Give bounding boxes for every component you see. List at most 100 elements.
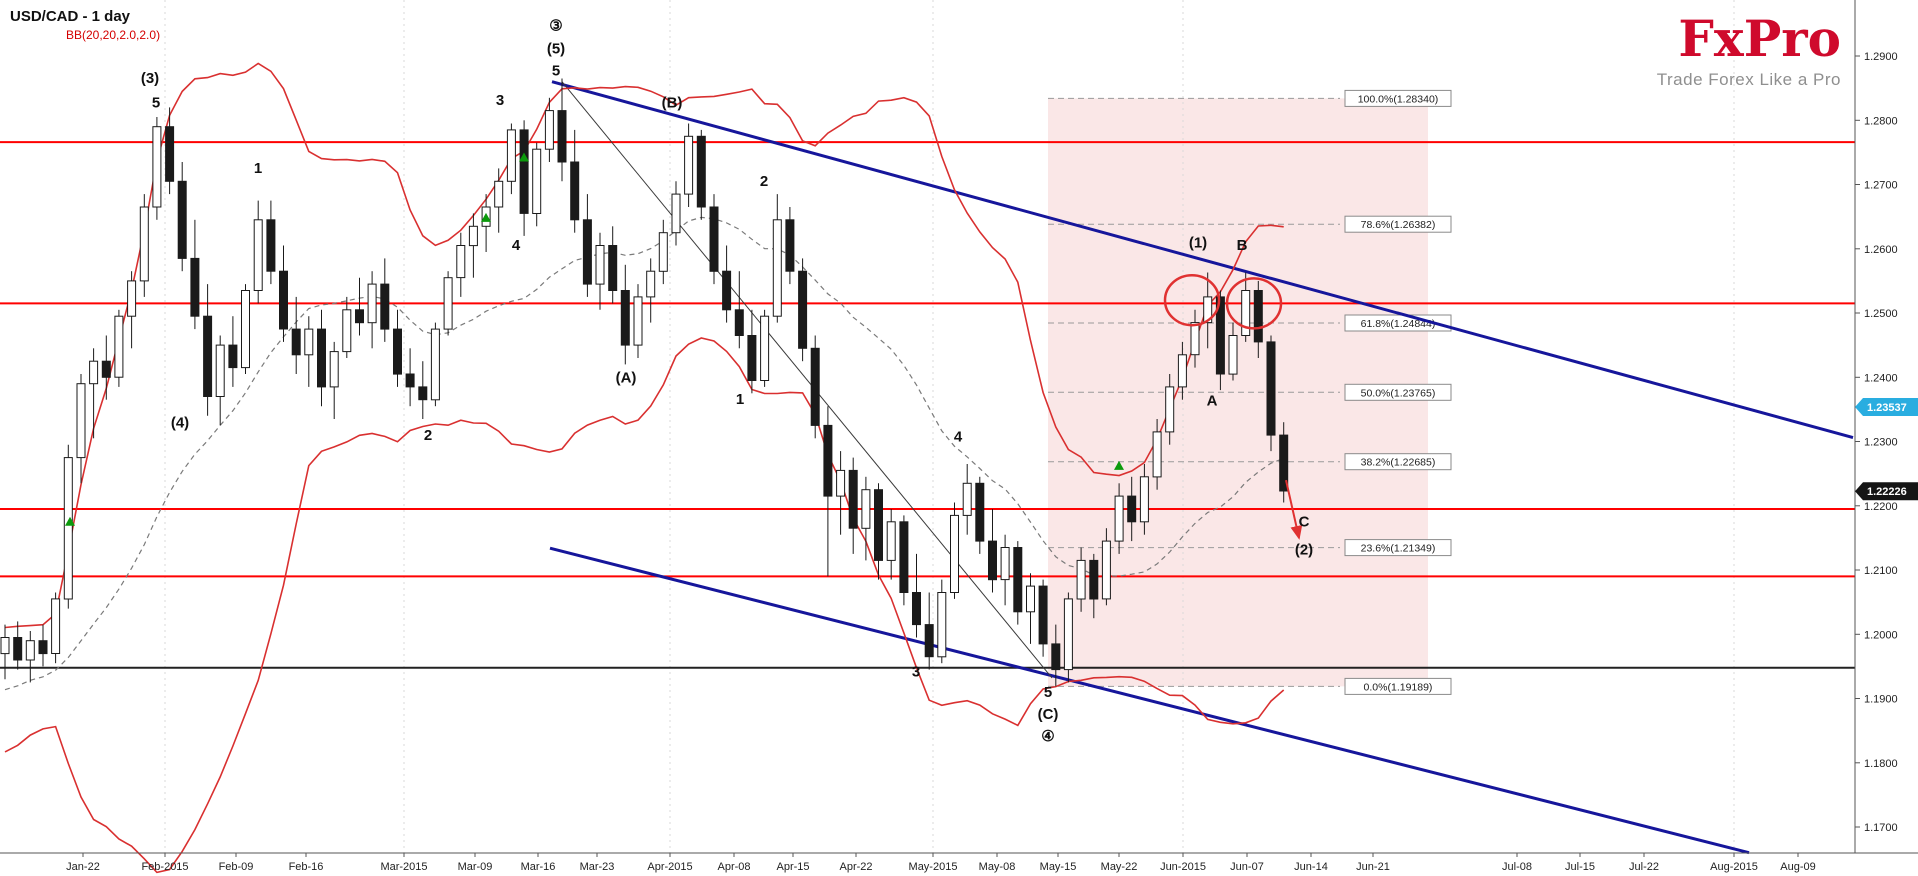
candle-body bbox=[912, 592, 921, 626]
candle-body bbox=[1063, 598, 1073, 671]
projection-arrow[interactable] bbox=[1285, 479, 1303, 540]
candle-body bbox=[1266, 341, 1276, 436]
candle-body bbox=[836, 469, 846, 497]
candle-body bbox=[1279, 434, 1289, 492]
fib-level-text: 78.6%(1.26382) bbox=[1361, 219, 1436, 231]
grid-month-separators bbox=[164, 0, 1735, 853]
candle-body bbox=[279, 270, 288, 330]
current-price-badge-text: 1.23537 bbox=[1867, 402, 1907, 414]
date-tick-label: Jun-2015 bbox=[1160, 861, 1206, 873]
candle-body bbox=[595, 245, 605, 285]
fib-level-text: 100.0%(1.28340) bbox=[1358, 93, 1439, 105]
candles-layer bbox=[0, 78, 1289, 687]
candle-body bbox=[886, 521, 896, 561]
candle-body bbox=[798, 270, 808, 349]
candle-body bbox=[646, 270, 656, 298]
candle-body bbox=[1190, 322, 1200, 356]
highlight-circle bbox=[1225, 277, 1283, 330]
price-tick-label: 1.2200 bbox=[1864, 501, 1898, 513]
highlight-circle bbox=[1163, 273, 1221, 327]
support-resistance-lines[interactable] bbox=[0, 141, 1855, 669]
candle-body bbox=[1038, 585, 1048, 645]
candle-body bbox=[203, 315, 213, 398]
fib-level-text: 50.0%(1.23765) bbox=[1361, 387, 1436, 399]
candle-body bbox=[468, 225, 478, 247]
date-tick-label: Apr-22 bbox=[839, 861, 872, 873]
candle-body bbox=[810, 347, 820, 426]
price-axis[interactable]: 1.2900 1.2800 1.2700 1.2600 1.2500 1.2400 1.23… bbox=[1854, 0, 1918, 876]
date-tick-label: Mar-09 bbox=[458, 861, 493, 873]
indicator-label: BB(20,20,2.0,2.0) bbox=[66, 28, 161, 42]
buy-signal-arrow-icon bbox=[519, 152, 529, 162]
candle-body bbox=[342, 309, 352, 353]
candle-body bbox=[532, 148, 542, 214]
candle-body bbox=[51, 598, 61, 655]
candle-body bbox=[152, 126, 162, 208]
date-tick-label: Mar-2015 bbox=[380, 861, 427, 873]
candle-body bbox=[38, 640, 48, 655]
date-tick-label: Jul-22 bbox=[1629, 861, 1659, 873]
date-axis[interactable]: Jan-22 Feb-2015 Feb-09 Feb-16 Mar-2015 Mar-09… bbox=[0, 852, 1918, 873]
candle-body bbox=[899, 521, 909, 593]
date-tick-label: May-2015 bbox=[909, 861, 958, 873]
bollinger-upper-band bbox=[4, 62, 1284, 629]
candle-body bbox=[139, 206, 149, 282]
date-tick-label: Feb-09 bbox=[219, 861, 254, 873]
wave-label: 3 bbox=[496, 92, 504, 109]
wave-label: 1 bbox=[736, 391, 744, 408]
wave-label: (1) bbox=[1189, 235, 1207, 252]
candle-body bbox=[633, 296, 643, 346]
candle-body bbox=[367, 283, 377, 324]
buy-signal-arrow-icon bbox=[65, 516, 75, 526]
date-tick-label: Aug-09 bbox=[1780, 861, 1815, 873]
candle-body bbox=[620, 290, 630, 346]
candle-body bbox=[988, 540, 997, 581]
date-tick-label: Jun-07 bbox=[1230, 861, 1264, 873]
trend-line bbox=[549, 546, 1750, 855]
broker-logo-text: FxPro bbox=[1678, 9, 1841, 68]
date-tick-label: Apr-2015 bbox=[647, 861, 692, 873]
bollinger-lower-band bbox=[4, 337, 1285, 874]
price-tick-label: 1.1900 bbox=[1864, 694, 1898, 706]
candle-body bbox=[266, 219, 276, 272]
date-tick-label: Mar-16 bbox=[521, 861, 556, 873]
date-tick-label: Feb-16 bbox=[289, 861, 324, 873]
price-tick-label: 1.2700 bbox=[1864, 180, 1898, 192]
date-tick-label: Apr-15 bbox=[776, 861, 809, 873]
candle-body bbox=[937, 592, 947, 658]
wave-label: (5) bbox=[547, 40, 565, 57]
fibonacci-retracement[interactable]: 100.0%(1.28340) 78.6%(1.26382) 61.8%(1.248… bbox=[1048, 89, 1452, 695]
fib-level-label bbox=[1344, 453, 1452, 471]
wave-label: 2 bbox=[760, 173, 768, 190]
candle-body bbox=[253, 219, 263, 291]
candle-body bbox=[127, 280, 137, 317]
trend-lines-layer[interactable] bbox=[549, 80, 1854, 855]
wave-label: (4) bbox=[171, 414, 189, 431]
candle-body bbox=[1241, 290, 1251, 336]
highlight-circles-layer[interactable] bbox=[1163, 273, 1283, 330]
candle-body bbox=[544, 110, 554, 150]
candle-body bbox=[291, 328, 301, 356]
candle-body bbox=[722, 270, 732, 311]
candle-body bbox=[962, 482, 972, 516]
fib-level-label bbox=[1344, 89, 1452, 107]
date-tick-label: May-22 bbox=[1101, 861, 1138, 873]
candle-body bbox=[418, 386, 428, 401]
broker-tagline: Trade Forex Like a Pro bbox=[1656, 70, 1841, 89]
projection-line bbox=[1285, 479, 1303, 540]
price-tick-label: 1.2900 bbox=[1864, 51, 1898, 63]
candle-body bbox=[519, 129, 529, 214]
candle-body bbox=[1139, 476, 1149, 523]
trend-line bbox=[561, 81, 1053, 679]
buy-signal-arrow-icon bbox=[1114, 460, 1124, 470]
candle-body bbox=[734, 309, 744, 336]
candle-body bbox=[1228, 335, 1238, 375]
candle-body bbox=[1114, 495, 1124, 542]
wave-label: (2) bbox=[1295, 542, 1313, 559]
candle-body bbox=[165, 126, 175, 182]
wave-labels-layer: (3) 5 1 (4) 2 3 4 ③ (5) 5 (B) (A) 1 2 3 4 5 (C) ④ (1) B A C (2) bbox=[141, 17, 1313, 745]
candle-body bbox=[848, 469, 858, 529]
candle-body bbox=[696, 135, 706, 208]
date-tick-label: Jul-15 bbox=[1565, 861, 1595, 873]
